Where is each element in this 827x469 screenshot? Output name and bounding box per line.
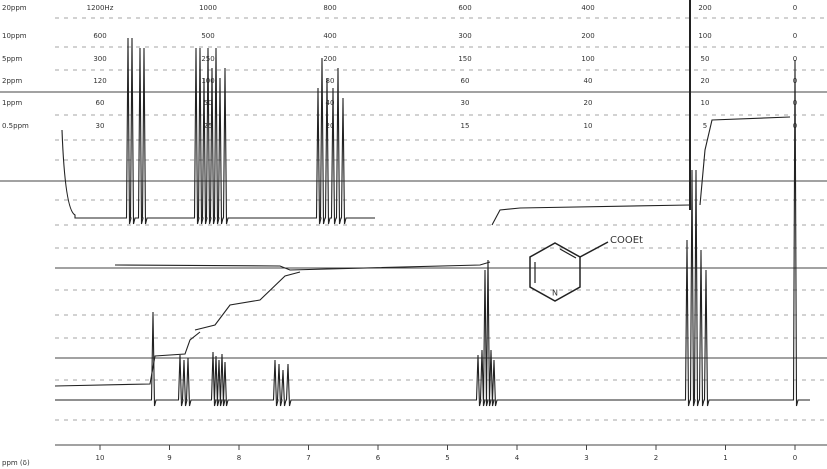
ring-atom: N <box>552 289 558 298</box>
scale-value: 800 <box>323 4 336 12</box>
x-tick-label: 8 <box>237 454 241 462</box>
nmr-spectrum: COOEt N 20ppm1200Hz1000800600400200010pp… <box>0 0 827 469</box>
x-tick-label: 4 <box>515 454 520 462</box>
scale-value: 30 <box>461 99 470 107</box>
scale-label: 0.5ppm <box>2 122 29 130</box>
scale-value: 50 <box>701 55 710 63</box>
scale-value: 300 <box>458 32 471 40</box>
scale-value: 200 <box>698 4 711 12</box>
substituent: COOEt <box>610 235 643 246</box>
x-tick-label: 0 <box>793 454 797 462</box>
scale-value: 150 <box>458 55 471 63</box>
x-tick-label: 10 <box>96 454 105 462</box>
scale-value: 30 <box>96 122 105 130</box>
expanded-spectrum <box>62 38 375 224</box>
axis-label: ppm (δ) <box>2 459 30 467</box>
scale-value: 1200Hz <box>87 4 114 12</box>
x-tick-label: 6 <box>376 454 381 462</box>
scale-value: 100 <box>698 32 711 40</box>
scale-label: 10ppm <box>2 32 27 40</box>
scale-value: 10 <box>584 122 593 130</box>
scale-value: 60 <box>461 77 470 85</box>
integrals <box>55 117 790 386</box>
scale-value: 60 <box>96 99 105 107</box>
scale-value: 5 <box>703 122 707 130</box>
scale-value: 15 <box>461 122 470 130</box>
scale-value: 600 <box>93 32 106 40</box>
scale-value: 200 <box>581 32 594 40</box>
scale-value: 0 <box>793 4 797 12</box>
scale-label: 1ppm <box>2 99 22 107</box>
scale-value: 200 <box>323 55 336 63</box>
scale-value: 40 <box>584 77 593 85</box>
scale-value: 400 <box>581 4 594 12</box>
scale-value: 20 <box>584 99 593 107</box>
scale-label: 5ppm <box>2 55 22 63</box>
scale-value: 600 <box>458 4 471 12</box>
scale-value: 10 <box>701 99 710 107</box>
scale-value: 1000 <box>199 4 217 12</box>
scale-value: 0 <box>793 32 797 40</box>
x-tick-label: 3 <box>584 454 588 462</box>
spectrum <box>55 60 810 406</box>
x-tick-label: 5 <box>445 454 449 462</box>
guides <box>0 0 827 445</box>
x-tick-label: 7 <box>306 454 310 462</box>
x-tick-label: 9 <box>167 454 171 462</box>
x-tick-label: 2 <box>654 454 658 462</box>
scale-value: 300 <box>93 55 106 63</box>
scale-label: 20ppm <box>2 4 27 12</box>
x-tick-label: 1 <box>723 454 727 462</box>
scale-value: 120 <box>93 77 106 85</box>
scale-value: 400 <box>323 32 336 40</box>
scale-value: 20 <box>701 77 710 85</box>
scale-value: 100 <box>581 55 594 63</box>
scale-value: 500 <box>201 32 214 40</box>
scale-label: 2ppm <box>2 77 22 85</box>
